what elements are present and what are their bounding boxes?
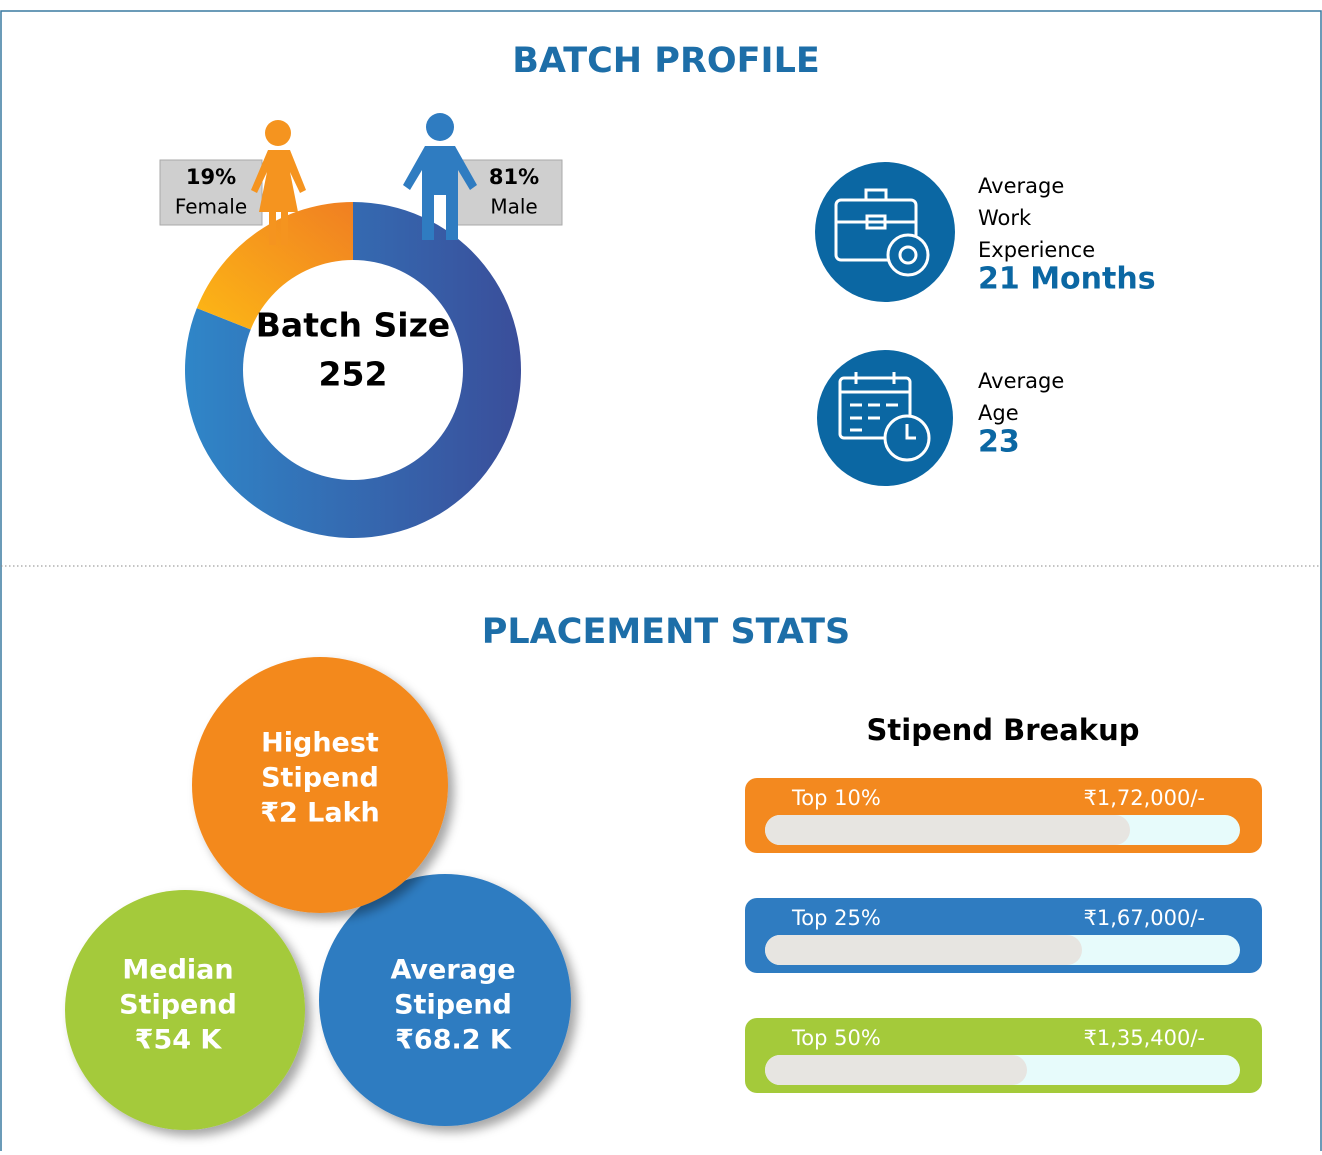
stat-text: Highest [261,728,379,759]
label-box [159,159,263,226]
fact-value: 21 Months [978,262,1156,297]
female-icon [251,120,306,245]
label-box [454,159,563,226]
fact-value: 23 [978,425,1020,460]
bar-amount: ₹1,35,400/- [1083,1026,1205,1050]
bar-label: Top 50% [791,1026,881,1050]
briefcase-icon [834,188,930,277]
stat-text: Stipend [394,990,512,1021]
stat-text: ₹68.2 K [395,1025,512,1056]
fact-label: Work [978,206,1032,230]
section-title: PLACEMENT STATS [482,612,851,652]
bar-label: Top 10% [791,786,881,810]
stat-circle [65,890,305,1130]
breakup-title: Stipend Breakup [867,713,1140,747]
gender-label: Male [490,195,537,219]
stat-text: Average [390,955,515,986]
section-title: BATCH PROFILE [512,41,820,81]
frame [0,10,1322,1151]
bar-fill [765,935,1082,965]
batch-size-value: 252 [319,355,388,394]
stat-text: ₹2 Lakh [260,798,380,829]
fact-label: Average [978,174,1064,198]
bar-fill [765,815,1130,845]
gender-percent: 19% [186,165,236,189]
stat-text: ₹54 K [135,1025,223,1056]
stat-text: Stipend [261,763,379,794]
stat-circle [319,874,571,1126]
donut-hole [243,260,463,480]
bar-amount: ₹1,72,000/- [1083,786,1205,810]
batch-size-label: Batch Size [256,306,450,345]
icon-circle [817,350,953,486]
gender-percent: 81% [489,165,539,189]
fact-label: Average [978,369,1064,393]
donut-segment [196,202,353,331]
bar-fill [765,1055,1027,1085]
calendar-icon [838,372,931,462]
donut-segment [184,202,521,539]
fact-label: Age [978,401,1019,425]
stat-text: Stipend [119,990,237,1021]
bar-amount: ₹1,67,000/- [1083,906,1205,930]
gender-label: Female [175,195,247,219]
fact-label: Experience [978,238,1095,262]
bar-label: Top 25% [791,906,881,930]
male-icon [403,113,477,240]
stat-circle [192,657,448,913]
stat-text: Median [122,955,233,986]
gender-donut [184,202,521,539]
